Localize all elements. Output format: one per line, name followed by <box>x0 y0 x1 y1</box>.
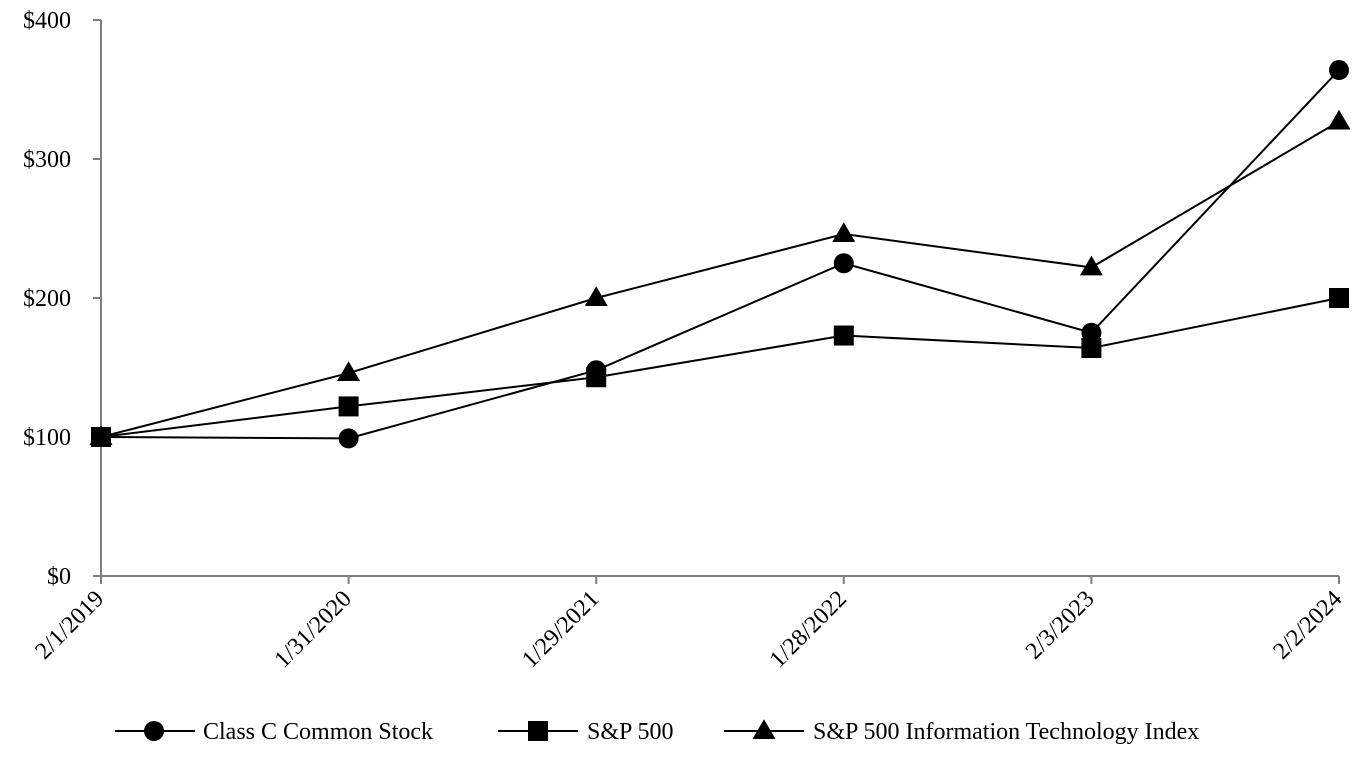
x-axis: 2/1/2019 1/31/2020 1/29/2021 1/28/2022 2/3/2… <box>31 575 1348 673</box>
series-triangle <box>89 109 1351 445</box>
data-point <box>584 286 608 306</box>
data-point <box>338 396 359 417</box>
legend-label: S&P 500 Information Technology Index <box>813 719 1199 745</box>
legend-marker <box>144 721 164 741</box>
legend-label: S&P 500 <box>587 719 673 745</box>
x-tick-label: 1/29/2021 <box>517 586 604 673</box>
x-tick-label: 2/1/2019 <box>31 586 110 665</box>
series-square <box>91 288 1349 447</box>
series-layer <box>89 60 1351 449</box>
series-line <box>100 120 1340 438</box>
data-point <box>1079 255 1103 276</box>
data-point <box>1081 338 1102 359</box>
data-point <box>833 253 854 274</box>
legend-marker <box>752 719 776 739</box>
y-tick-label: $300 <box>23 147 71 173</box>
legend-item: Class C Common Stock <box>115 719 433 745</box>
data-point <box>1081 322 1102 343</box>
legend: Class C Common Stock S&P 500 S&P 500 Infor… <box>115 719 1199 745</box>
y-tick-label: $0 <box>47 564 71 590</box>
y-tick-label: $200 <box>23 286 71 312</box>
data-point <box>338 428 359 449</box>
y-tick-label: $100 <box>23 425 71 451</box>
x-tick-label: 1/28/2022 <box>765 586 852 673</box>
data-point <box>832 222 856 243</box>
legend-item: S&P 500 <box>498 719 673 745</box>
data-point <box>1329 60 1349 81</box>
series-line <box>100 69 1340 440</box>
x-tick-label: 2/3/2023 <box>1021 586 1100 665</box>
legend-item: S&P 500 Information Technology Index <box>724 719 1199 745</box>
data-point <box>586 367 607 388</box>
data-point <box>833 325 854 346</box>
legend-marker <box>528 721 548 741</box>
series-line <box>100 297 1340 438</box>
y-axis: $0 $100 $200 $300 $400 <box>23 8 102 590</box>
data-point <box>337 361 361 382</box>
data-point <box>1329 288 1349 308</box>
data-point <box>89 425 113 445</box>
legend-label: Class C Common Stock <box>203 719 433 745</box>
y-tick-label: $400 <box>23 8 71 34</box>
data-point <box>1327 109 1351 130</box>
x-tick-label: 2/2/2024 <box>1269 586 1348 665</box>
x-tick-label: 1/31/2020 <box>270 586 357 673</box>
